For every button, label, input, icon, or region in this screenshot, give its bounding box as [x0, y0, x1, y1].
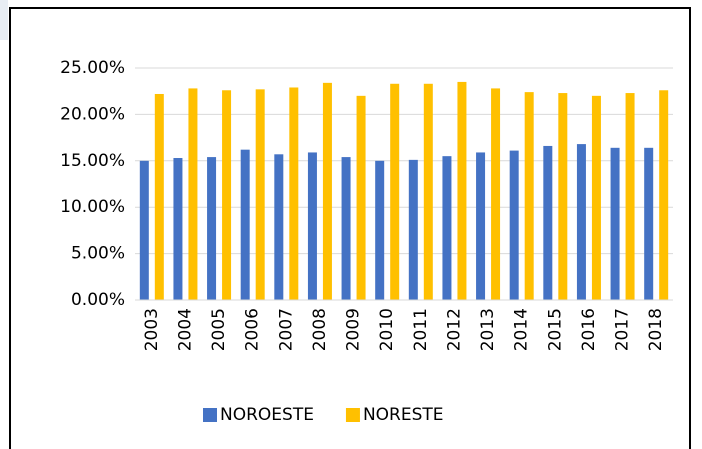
bar [390, 83, 400, 300]
bar [307, 152, 317, 300]
bar [207, 157, 217, 300]
x-tick-label: 2014 [512, 308, 532, 351]
bar [289, 87, 299, 300]
bar [188, 88, 198, 300]
x-tick-label: 2005 [209, 308, 229, 351]
chart-frame [9, 7, 691, 449]
y-tick-label: 25.00% [60, 58, 125, 78]
bar [610, 147, 620, 300]
x-tick-label: 2009 [344, 308, 364, 351]
x-tick-label: 2016 [579, 308, 599, 351]
y-tick-label: 10.00% [60, 197, 125, 217]
window-edge [0, 0, 8, 40]
bar [139, 160, 149, 300]
x-tick-label: 2015 [545, 308, 565, 351]
bar [558, 93, 568, 300]
bar [408, 159, 418, 300]
bar [356, 95, 366, 300]
bar [457, 81, 467, 300]
y-tick-label: 20.00% [60, 104, 125, 124]
bar [154, 93, 164, 300]
bar [222, 90, 232, 300]
bar [625, 93, 635, 300]
bar [491, 88, 501, 300]
x-tick-label: 2003 [142, 308, 162, 351]
x-tick-label: 2018 [646, 308, 666, 351]
y-tick-label: 15.00% [60, 151, 125, 171]
bar [240, 149, 250, 300]
bar [442, 156, 452, 300]
legend-label: NOROESTE [220, 405, 314, 425]
bar [591, 95, 601, 300]
x-tick-label: 2007 [276, 308, 296, 351]
bar [375, 160, 385, 300]
bar [255, 89, 265, 301]
x-tick-label: 2006 [243, 308, 263, 351]
bar [543, 145, 553, 300]
x-tick-label: 2017 [613, 308, 633, 351]
bar [423, 83, 433, 300]
bar [524, 92, 534, 301]
x-tick-label: 2008 [310, 308, 330, 351]
bar [274, 154, 284, 300]
bar [322, 82, 332, 301]
legend-swatch [345, 408, 360, 422]
x-tick-label: 2004 [175, 308, 195, 351]
bar [659, 90, 669, 300]
bar [509, 150, 519, 300]
bar [644, 147, 654, 300]
x-tick-label: 2013 [478, 308, 498, 351]
bar [173, 158, 183, 300]
legend-swatch [203, 408, 217, 422]
bar [341, 157, 351, 300]
bar [476, 152, 486, 300]
x-tick-label: 2011 [411, 308, 431, 351]
x-tick-label: 2010 [377, 308, 397, 351]
x-tick-label: 2012 [444, 308, 464, 351]
y-tick-label: 5.00% [71, 244, 125, 264]
legend-label: NORESTE [363, 405, 444, 425]
y-tick-label: 0.00% [71, 290, 125, 310]
bar [576, 144, 586, 300]
